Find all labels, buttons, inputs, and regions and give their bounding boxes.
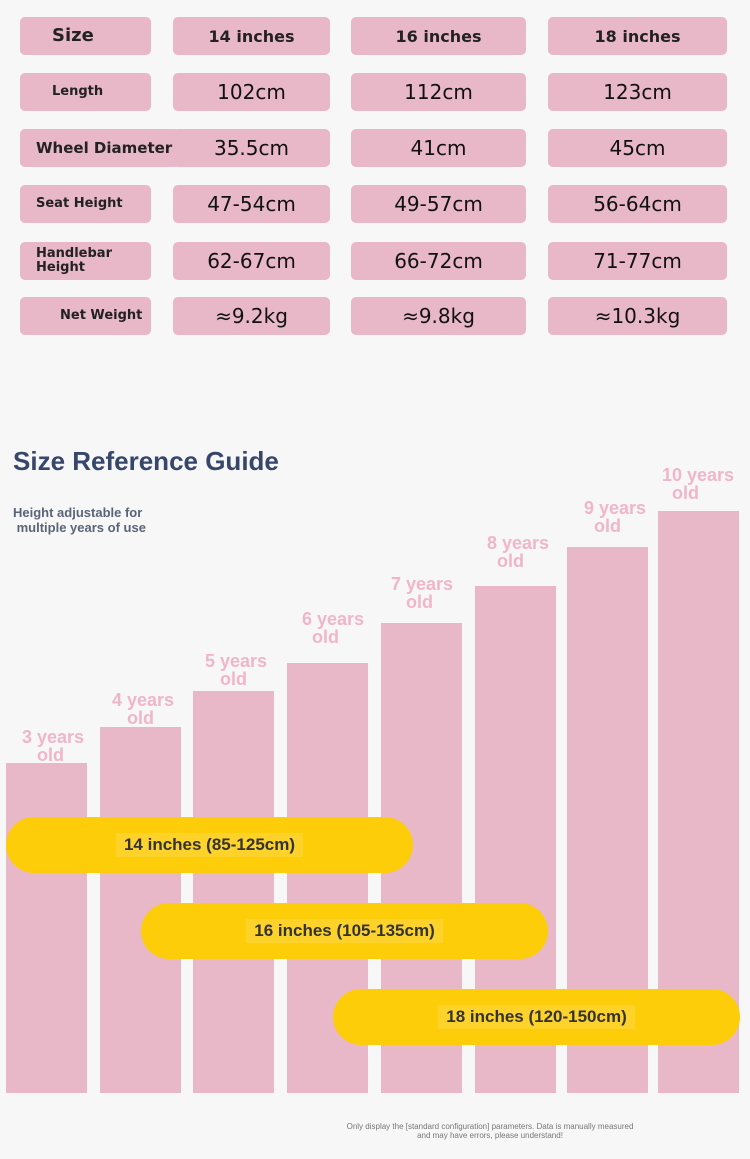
table-header-size: Size bbox=[20, 17, 151, 55]
guide-subtitle: Height adjustable for multiple years of … bbox=[13, 505, 146, 535]
table-cell: ≈9.8kg bbox=[351, 297, 526, 335]
table-header-14: 14 inches bbox=[173, 17, 330, 55]
table-cell: 47-54cm bbox=[173, 185, 330, 223]
age-bar bbox=[193, 691, 274, 1093]
table-cell: 35.5cm bbox=[173, 129, 330, 167]
age-bar bbox=[6, 763, 87, 1093]
table-cell: 62-67cm bbox=[173, 242, 330, 280]
guide-title: Size Reference Guide bbox=[13, 446, 279, 476]
table-cell: 71-77cm bbox=[548, 242, 727, 280]
row-label-net-weight: Net Weight bbox=[20, 297, 151, 335]
age-label: 4 years old bbox=[112, 690, 175, 728]
table-cell: 66-72cm bbox=[351, 242, 526, 280]
table-cell: 112cm bbox=[351, 73, 526, 111]
row-label-length: Length bbox=[20, 73, 151, 111]
row-label-seat-height: Seat Height bbox=[20, 185, 151, 223]
range-18-inches: 18 inches (120-150cm) bbox=[333, 989, 740, 1045]
table-cell: 41cm bbox=[351, 129, 526, 167]
age-label: 6 years old bbox=[302, 609, 365, 647]
table-cell: ≈9.2kg bbox=[173, 297, 330, 335]
table-cell: 102cm bbox=[173, 73, 330, 111]
age-label: 7 years old bbox=[391, 574, 454, 612]
table-cell: 123cm bbox=[548, 73, 727, 111]
table-cell: ≈10.3kg bbox=[548, 297, 727, 335]
table-cell: 45cm bbox=[548, 129, 727, 167]
row-label-handlebar-height: Handlebar Height bbox=[20, 242, 151, 280]
table-cell: 56-64cm bbox=[548, 185, 727, 223]
range-14-inches: 14 inches (85-125cm) bbox=[6, 817, 413, 873]
table-header-16: 16 inches bbox=[351, 17, 526, 55]
disclaimer-note: Only display the [standard configuration… bbox=[346, 1122, 634, 1140]
row-label-wheel-diameter: Wheel Diameter bbox=[20, 129, 180, 167]
table-header-18: 18 inches bbox=[548, 17, 727, 55]
age-label: 9 years old bbox=[584, 498, 647, 536]
age-label: 8 years old bbox=[487, 533, 550, 571]
age-label: 10 years old bbox=[662, 465, 735, 503]
age-label: 3 years old bbox=[22, 727, 85, 765]
table-cell: 49-57cm bbox=[351, 185, 526, 223]
age-label: 5 years old bbox=[205, 651, 268, 689]
range-16-inches: 16 inches (105-135cm) bbox=[141, 903, 548, 959]
